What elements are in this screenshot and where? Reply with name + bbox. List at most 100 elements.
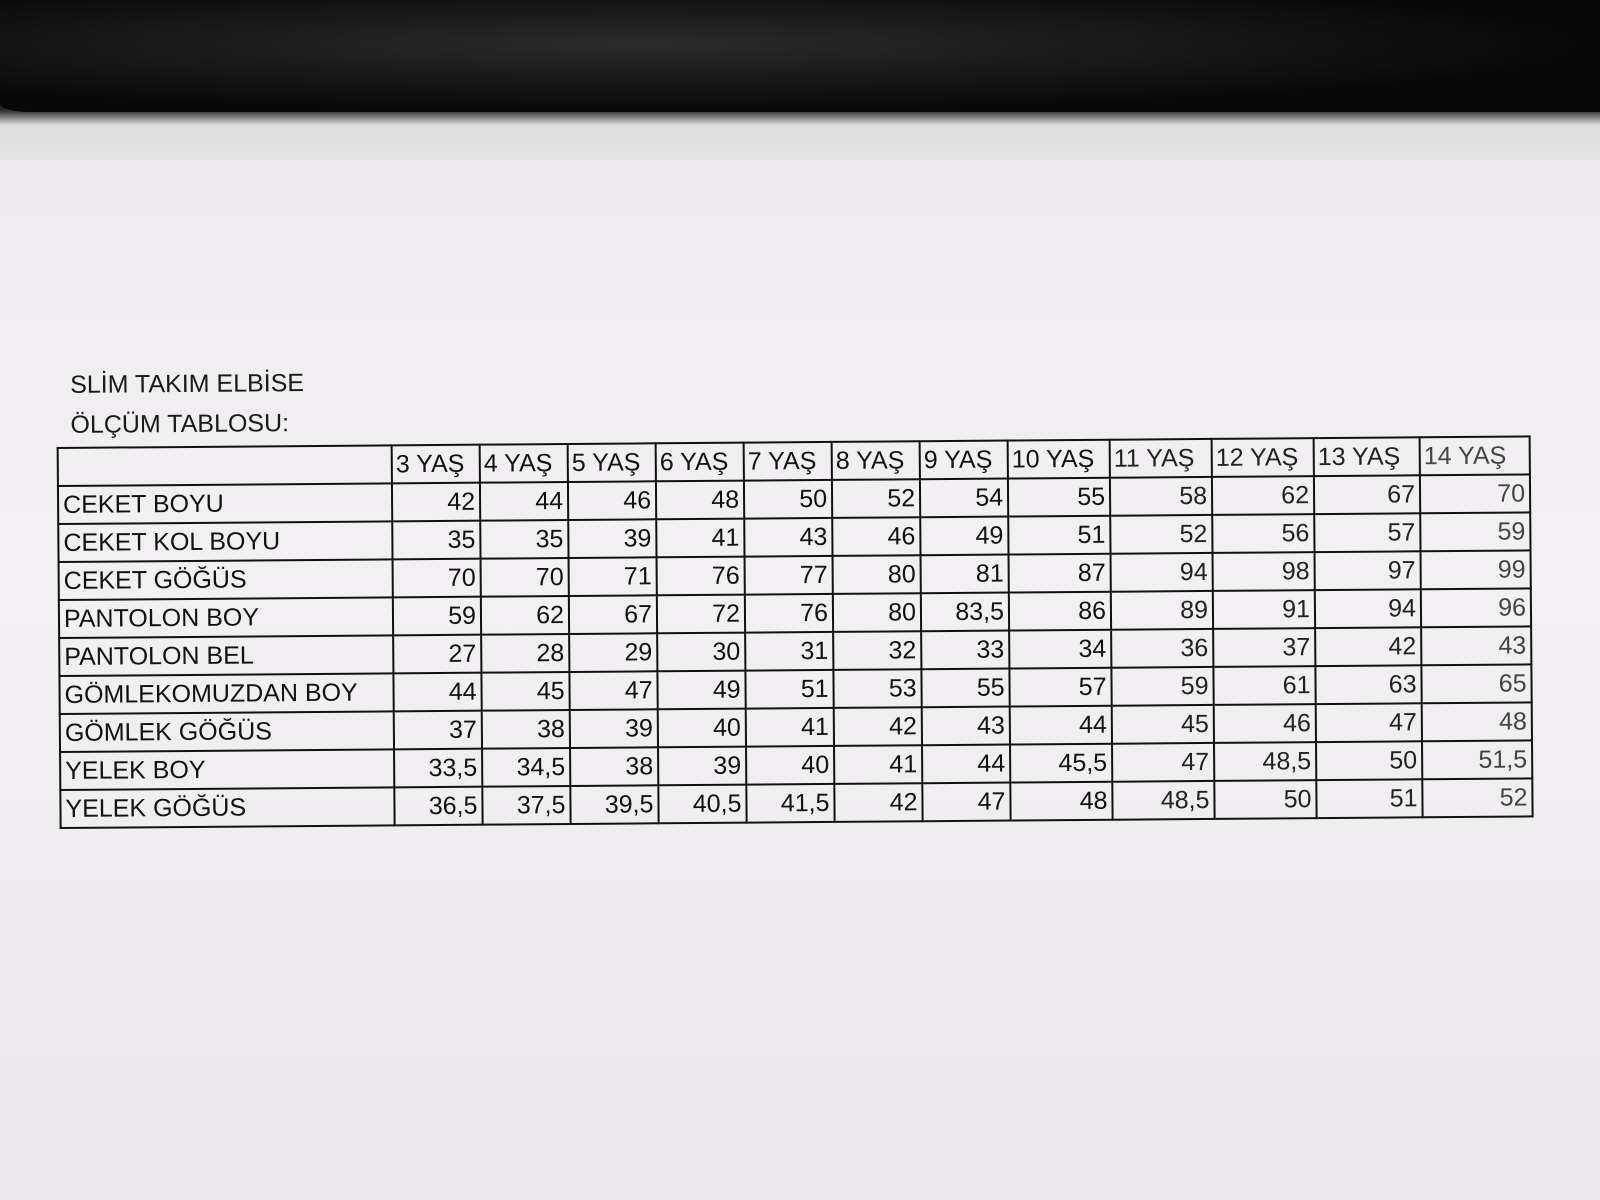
desk-background [0,0,1600,112]
size-chart-document: SLİM TAKIM ELBİSE ÖLÇÜM TABLOSU: 3 YAŞ 4 … [56,353,1534,829]
value-cell: 89 [1110,590,1214,630]
value-cell: 39 [658,746,747,786]
value-cell: 49 [920,516,1009,556]
value-cell: 45,5 [1010,743,1113,783]
column-header: 4 YAŞ [479,443,568,483]
value-cell: 52 [1422,778,1533,818]
value-cell: 36 [1111,628,1214,668]
value-cell: 46 [1213,704,1317,743]
corner-cell [57,445,392,486]
column-header: 10 YAŞ [1007,439,1110,479]
row-label: YELEK BOY [60,749,395,790]
value-cell: 31 [745,631,834,671]
value-cell: 50 [1316,741,1423,781]
value-cell: 83,5 [920,592,1010,632]
value-cell: 27 [393,634,482,674]
value-cell: 80 [832,555,921,594]
value-cell: 59 [392,596,482,636]
value-cell: 44 [479,481,569,521]
value-cell: 47 [1315,703,1422,743]
value-cell: 51 [1008,515,1111,555]
value-cell: 42 [1315,627,1422,667]
value-cell: 40,5 [658,784,747,824]
value-cell: 40 [657,708,747,748]
column-header: 8 YAŞ [831,441,920,480]
value-cell: 72 [656,594,746,634]
value-cell: 34,5 [482,747,571,787]
value-cell: 80 [832,593,922,632]
value-cell: 48 [1421,702,1532,742]
value-cell: 37 [393,710,483,750]
row-label: CEKET KOL BOYU [58,521,393,562]
value-cell: 37,5 [482,785,571,825]
value-cell: 48 [1010,781,1113,821]
value-cell: 81 [920,554,1009,594]
value-cell: 48 [655,480,745,520]
value-cell: 47 [569,671,658,710]
row-label: CEKET GÖĞÜS [58,559,393,600]
value-cell: 54 [919,478,1009,518]
column-header: 7 YAŞ [743,441,832,481]
value-cell: 99 [1420,550,1531,590]
row-label: GÖMLEKOMUZDAN BOY [59,673,394,714]
value-cell: 46 [832,517,921,556]
column-header: 9 YAŞ [919,440,1008,480]
value-cell: 42 [834,783,923,822]
value-cell: 63 [1315,665,1422,705]
value-cell: 70 [480,557,569,597]
row-label: CEKET BOYU [57,483,393,524]
value-cell: 65 [1421,664,1532,704]
value-cell: 55 [1007,477,1111,517]
value-cell: 98 [1212,552,1315,591]
value-cell: 51,5 [1421,740,1533,780]
value-cell: 39 [569,709,659,748]
row-label: PANTOLON BOY [58,597,394,638]
value-cell: 53 [833,669,922,708]
value-cell: 61 [1213,666,1316,705]
value-cell: 40 [746,745,835,785]
value-cell: 35 [392,520,481,560]
value-cell: 33 [921,630,1010,670]
value-cell: 37 [1213,628,1316,667]
value-cell: 46 [567,481,657,520]
value-cell: 48,5 [1112,780,1215,820]
value-cell: 36,5 [394,786,483,826]
row-label: YELEK GÖĞÜS [60,787,395,828]
value-cell: 29 [569,633,658,672]
value-cell: 51 [1316,779,1423,819]
value-cell: 87 [1008,553,1111,593]
column-header: 3 YAŞ [391,444,480,484]
value-cell: 41 [834,745,923,784]
value-cell: 91 [1212,590,1316,629]
value-cell: 33,5 [394,748,483,788]
value-cell: 96 [1420,588,1532,628]
value-cell: 50 [1214,780,1317,819]
value-cell: 71 [568,557,657,596]
value-cell: 43 [921,706,1011,746]
row-label: PANTOLON BEL [59,635,394,676]
value-cell: 48,5 [1214,742,1317,781]
value-cell: 55 [921,668,1010,708]
value-cell: 44 [922,744,1011,784]
column-header: 14 YAŞ [1419,436,1530,476]
value-cell: 86 [1008,591,1112,631]
value-cell: 67 [568,595,658,634]
value-cell: 70 [1419,474,1531,514]
value-cell: 43 [744,517,833,557]
value-cell: 52 [1110,514,1213,554]
column-header: 13 YAŞ [1313,437,1420,477]
value-cell: 76 [744,593,834,633]
value-cell: 94 [1110,552,1213,592]
measurement-table: 3 YAŞ 4 YAŞ 5 YAŞ 6 YAŞ 7 YAŞ 8 YAŞ 9 YAŞ 10 YA… [57,435,1534,829]
value-cell: 47 [922,782,1011,822]
value-cell: 97 [1314,551,1421,591]
value-cell: 28 [481,633,570,673]
value-cell: 41 [745,707,835,747]
value-cell: 76 [656,556,745,596]
value-cell: 43 [1421,626,1532,666]
value-cell: 45 [481,671,570,711]
value-cell: 47 [1112,742,1215,782]
value-cell: 62 [1211,476,1315,515]
column-header: 12 YAŞ [1211,438,1314,477]
value-cell: 39 [568,519,657,558]
